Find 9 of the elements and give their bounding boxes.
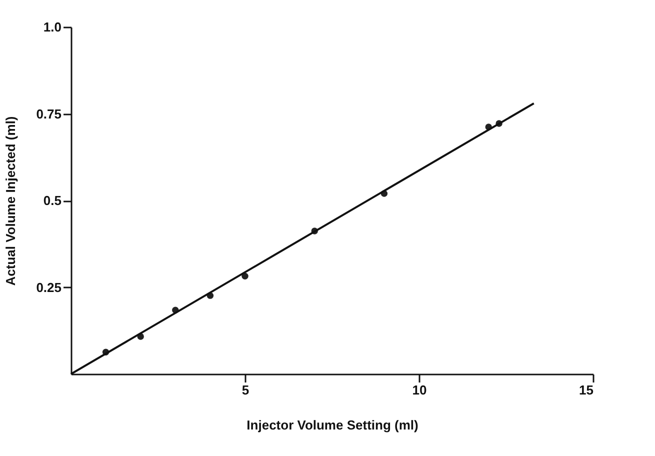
- y-tick-label: 1.0: [43, 20, 62, 34]
- y-tick-label: 0.25: [36, 280, 62, 295]
- x-tick-label: 5: [242, 382, 250, 398]
- y-axis-title: Actual Volume Injected (ml): [3, 116, 18, 286]
- x-tick-label: 15: [579, 382, 594, 398]
- y-tick-label: 0.5: [43, 193, 62, 208]
- x-tick-label: 10: [412, 382, 427, 398]
- y-tick-label: 0.75: [36, 106, 62, 122]
- x-axis-title: Injector Volume Setting (ml): [246, 418, 418, 432]
